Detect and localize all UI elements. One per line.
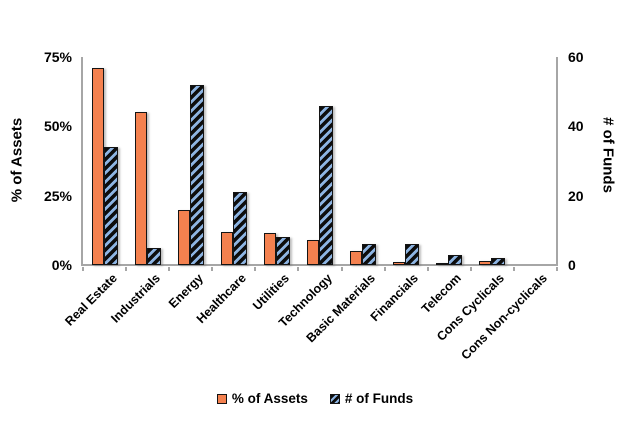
y-tick-left-50%: 50% — [43, 118, 72, 135]
x-tick-mark-9 — [469, 267, 472, 271]
x-tick-mark-5 — [297, 267, 300, 271]
y-axis-line-left — [81, 57, 83, 266]
bar-num-funds-9 — [491, 258, 506, 265]
legend-item-num-funds: # of Funds — [329, 391, 414, 406]
bar-num-funds-0 — [103, 147, 118, 265]
legend-label-num-funds: # of Funds — [344, 391, 414, 406]
x-tick-mark-1 — [125, 267, 128, 271]
x-tick-mark-4 — [254, 267, 257, 271]
legend-swatch-pct-assets — [216, 393, 227, 404]
legend-swatch-num-funds — [329, 393, 340, 404]
bar-pct-assets-3 — [220, 231, 233, 265]
bar-num-funds-5 — [319, 105, 333, 265]
bar-pct-assets-5 — [307, 240, 319, 265]
x-tick-mark-0 — [82, 267, 84, 271]
bar-pct-assets-1 — [134, 112, 147, 265]
y-axis-title-left: % of Assets — [8, 117, 26, 203]
legend-item-pct-assets: % of Assets — [216, 391, 308, 406]
bar-pct-assets-0 — [91, 68, 104, 265]
bar-pct-assets-6 — [350, 251, 363, 265]
y-axis-line-right — [556, 57, 558, 266]
y-tick-left-0%: 0% — [51, 257, 72, 273]
bar-num-funds-2 — [189, 84, 204, 265]
legend-label-pct-assets: % of Assets — [231, 391, 308, 406]
bar-pct-assets-8 — [436, 263, 449, 266]
y-tick-right-60: 60 — [568, 49, 584, 65]
y-tick-left-25%: 25% — [43, 187, 72, 204]
x-tick-mark-7 — [383, 267, 386, 271]
legend: % of Assets # of Funds — [0, 391, 630, 406]
bar-num-funds-4 — [275, 237, 290, 265]
bar-num-funds-3 — [232, 192, 247, 265]
y-tick-right-0: 0 — [568, 257, 576, 273]
bar-pct-assets-2 — [177, 209, 190, 265]
bar-num-funds-6 — [362, 244, 377, 265]
x-tick-mark-11 — [556, 267, 558, 271]
x-axis-line — [81, 264, 558, 266]
y-tick-right-40: 40 — [568, 118, 584, 135]
y-tick-left-75%: 75% — [43, 49, 72, 65]
bar-num-funds-1 — [146, 247, 161, 265]
x-tick-mark-10 — [512, 267, 515, 271]
x-tick-mark-2 — [168, 267, 171, 271]
x-tick-mark-6 — [340, 267, 343, 271]
bar-num-funds-7 — [405, 244, 420, 265]
bar-pct-assets-7 — [393, 262, 406, 265]
bar-num-funds-8 — [448, 254, 463, 265]
x-tick-mark-8 — [426, 267, 429, 271]
bar-pct-assets-4 — [263, 233, 276, 265]
bar-pct-assets-9 — [479, 260, 492, 265]
y-axis-title-right: # of Funds — [599, 117, 617, 193]
x-tick-mark-3 — [211, 267, 214, 271]
y-tick-right-20: 20 — [568, 187, 584, 204]
